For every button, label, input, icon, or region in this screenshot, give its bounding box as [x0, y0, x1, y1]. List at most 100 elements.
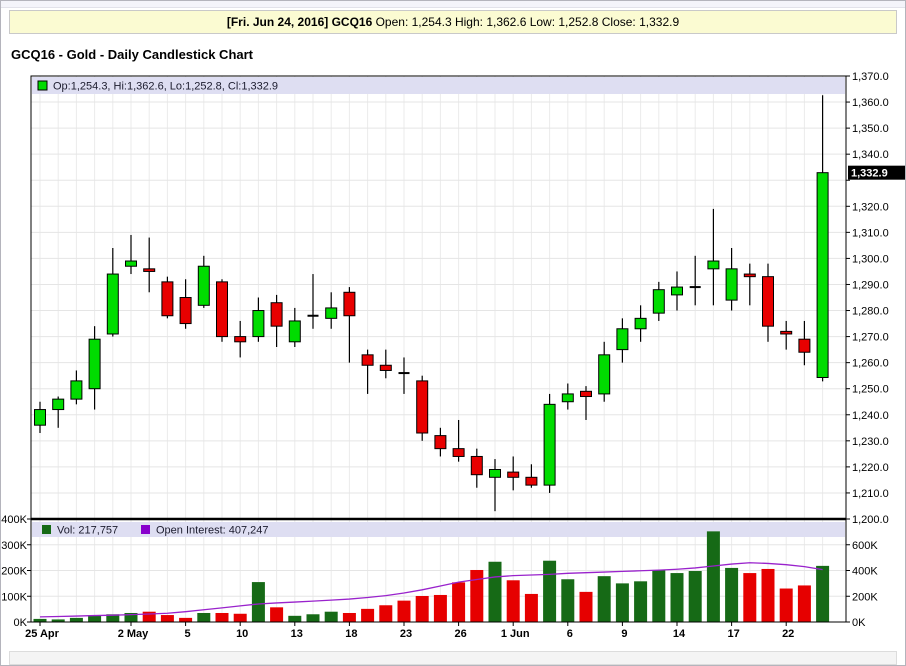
candle[interactable] — [816, 95, 829, 382]
volume-bar[interactable] — [142, 611, 156, 622]
candle[interactable] — [343, 287, 356, 363]
candle-body — [798, 338, 811, 353]
candle[interactable] — [543, 393, 556, 493]
candle-body — [288, 320, 301, 343]
volume-bar[interactable] — [233, 613, 247, 622]
candle[interactable] — [52, 396, 65, 428]
volume-bar[interactable] — [361, 608, 375, 622]
volume-bar[interactable] — [415, 595, 429, 622]
candle[interactable] — [125, 234, 137, 275]
candle-body — [161, 281, 174, 317]
volume-bar[interactable] — [761, 568, 775, 622]
candle[interactable] — [743, 263, 756, 306]
volume-bar[interactable] — [706, 531, 720, 622]
volume-bar[interactable] — [306, 614, 320, 622]
candle[interactable] — [143, 237, 156, 293]
x-axis-label: 18 — [345, 628, 357, 640]
volume-bar[interactable] — [88, 615, 102, 622]
volume-bar[interactable] — [179, 617, 193, 622]
volume-bar[interactable] — [688, 571, 702, 622]
candle-body — [325, 307, 338, 319]
candle[interactable] — [307, 274, 319, 329]
candle[interactable] — [470, 448, 483, 488]
volume-bar[interactable] — [452, 582, 466, 622]
open-interest-line-layer — [39, 562, 823, 618]
candle[interactable] — [798, 320, 811, 366]
candle-body — [252, 310, 265, 338]
candle[interactable] — [634, 305, 647, 342]
candle[interactable] — [616, 318, 629, 363]
candle[interactable] — [452, 419, 465, 462]
volume-bar[interactable] — [779, 588, 793, 622]
candle[interactable] — [325, 292, 338, 329]
candle[interactable] — [434, 427, 447, 457]
candle[interactable] — [161, 276, 174, 319]
candle[interactable] — [725, 247, 738, 311]
volume-bar[interactable] — [69, 617, 83, 622]
volume-bar[interactable] — [615, 583, 629, 622]
candle[interactable] — [106, 247, 119, 337]
volume-bar[interactable] — [324, 611, 338, 622]
candles-layer[interactable] — [34, 95, 829, 512]
candle[interactable] — [34, 401, 46, 434]
volume-bar[interactable] — [215, 612, 229, 622]
candle[interactable] — [652, 281, 665, 321]
volume-bar[interactable] — [160, 615, 174, 622]
candle[interactable] — [252, 297, 265, 342]
candle[interactable] — [234, 320, 247, 358]
volume-bar[interactable] — [251, 582, 265, 622]
volume-bar[interactable] — [597, 576, 611, 622]
candle[interactable] — [197, 255, 210, 308]
volume-bar[interactable] — [670, 573, 684, 622]
candle[interactable] — [561, 383, 574, 410]
candle[interactable] — [707, 208, 720, 306]
volume-bar[interactable] — [397, 600, 411, 622]
x-axis-label: 13 — [291, 628, 303, 640]
candle[interactable] — [270, 294, 283, 348]
candle[interactable] — [398, 357, 410, 394]
candle[interactable] — [361, 349, 374, 394]
volume-bar[interactable] — [579, 591, 593, 622]
volume-bar[interactable] — [524, 593, 538, 622]
candle[interactable] — [525, 464, 538, 488]
volume-bar[interactable] — [816, 565, 830, 622]
candle[interactable] — [598, 341, 611, 402]
volume-bar[interactable] — [270, 607, 284, 622]
volume-bar[interactable] — [488, 561, 502, 622]
volume-bar[interactable] — [288, 615, 302, 622]
volume-bar[interactable] — [797, 585, 811, 622]
volume-bar[interactable] — [106, 614, 120, 622]
volume-bar[interactable] — [124, 612, 138, 622]
volume-bar[interactable] — [561, 579, 575, 622]
volume-bars-layer[interactable] — [33, 531, 830, 622]
volume-bar[interactable] — [33, 618, 47, 622]
volume-bar[interactable] — [342, 612, 356, 622]
candle[interactable] — [580, 386, 592, 420]
candle[interactable] — [416, 375, 429, 441]
candle[interactable] — [216, 279, 228, 342]
volume-bar[interactable] — [652, 569, 666, 622]
volume-bar[interactable] — [743, 573, 757, 622]
candle[interactable] — [507, 456, 520, 491]
candle[interactable] — [88, 326, 101, 410]
candle[interactable] — [70, 370, 83, 405]
candle[interactable] — [780, 320, 793, 350]
volume-bar[interactable] — [379, 605, 393, 622]
volume-bar[interactable] — [725, 567, 739, 622]
volume-bar[interactable] — [634, 581, 648, 622]
candle[interactable] — [179, 279, 192, 329]
volume-bar[interactable] — [470, 569, 484, 622]
candle[interactable] — [379, 349, 392, 379]
candle[interactable] — [671, 271, 683, 311]
candle[interactable] — [762, 263, 774, 342]
quote-ohlc-text: Open: 1,254.3 High: 1,362.6 Low: 1,252.8… — [372, 15, 680, 29]
volume-bar[interactable] — [506, 580, 520, 622]
volume-bar[interactable] — [433, 594, 447, 622]
volume-bar[interactable] — [543, 560, 557, 622]
candle[interactable] — [689, 255, 701, 306]
candle[interactable] — [489, 459, 501, 512]
candle[interactable] — [288, 307, 301, 348]
volume-bar[interactable] — [51, 619, 65, 622]
volume-bar[interactable] — [197, 612, 211, 622]
